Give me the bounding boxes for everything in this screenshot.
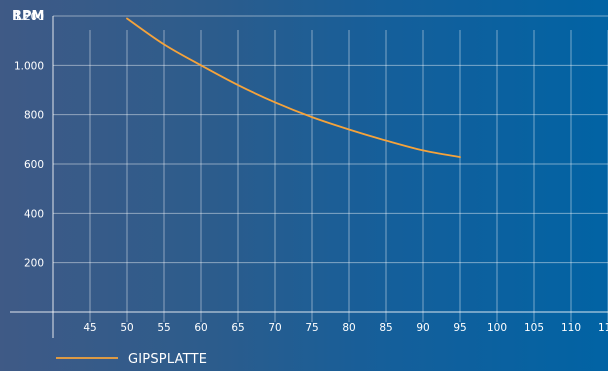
x-tick-label-55: 55 (157, 322, 170, 334)
x-tick-label-70: 70 (268, 322, 281, 334)
x-tick-label-75: 75 (305, 322, 318, 334)
y-tick-label-200: 200 (24, 258, 44, 270)
y-axis-label: RPM (12, 9, 44, 24)
axes (10, 16, 608, 338)
x-tick-label-45: 45 (83, 322, 96, 334)
y-tick-label-400: 400 (24, 208, 44, 220)
legend-label-gipsplatte: GIPSPLATTE (128, 352, 207, 367)
labels: RPM 45 50 55 60 65 70 75 80 85 90 95 100 105 110 115 20… (12, 9, 608, 334)
x-tick-label-100: 100 (487, 322, 507, 334)
x-tick-label-110: 110 (561, 322, 581, 334)
legend: GIPSPLATTE (56, 352, 207, 367)
x-tick-label-115: 115 (598, 322, 608, 334)
y-tick-label-1200: 1.200 (14, 11, 44, 23)
x-tick-label-65: 65 (231, 322, 244, 334)
series-line-gipsplatte (126, 17, 461, 158)
x-tick-label-105: 105 (524, 322, 544, 334)
y-tick-label-1000: 1.000 (14, 60, 44, 72)
x-tick-label-80: 80 (342, 322, 355, 334)
x-tick-label-90: 90 (416, 322, 429, 334)
x-tick-label-95: 95 (453, 322, 466, 334)
grid (53, 15, 608, 322)
y-tick-label-800: 800 (24, 110, 44, 122)
x-tick-label-60: 60 (194, 322, 207, 334)
y-tick-label-600: 600 (24, 159, 44, 171)
x-tick-label-85: 85 (379, 322, 392, 334)
series-layer (126, 17, 461, 158)
x-tick-label-50: 50 (120, 322, 133, 334)
